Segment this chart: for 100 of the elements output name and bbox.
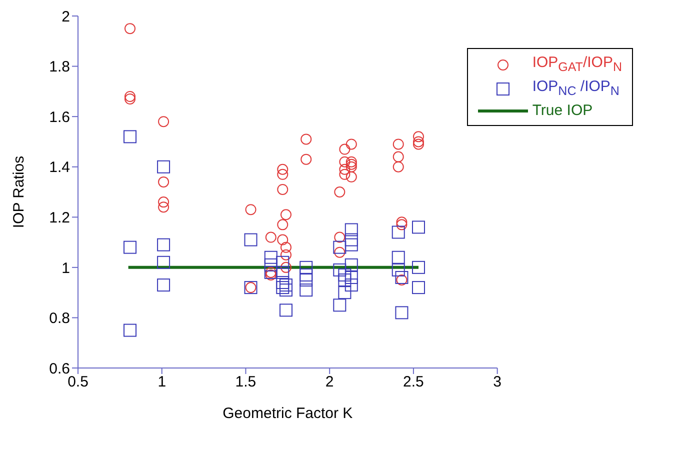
point: [339, 168, 350, 180]
y-tick-label: 1.2: [49, 209, 70, 226]
point: [412, 220, 425, 234]
point: [158, 202, 170, 213]
point: [300, 154, 312, 165]
point: [123, 130, 136, 144]
x-tick-label: 1: [158, 374, 166, 391]
point: [300, 260, 313, 274]
point: [412, 281, 425, 294]
point: [396, 219, 408, 230]
point: [344, 233, 358, 246]
point: [265, 232, 276, 243]
point: [300, 284, 313, 297]
point: [124, 90, 136, 102]
legend-label: IOP$_{GAT}$/IOP$_{N}$: [532, 53, 622, 76]
y-tick-label: 1.6: [49, 108, 70, 126]
x-tick-label: 0.5: [68, 374, 88, 391]
legend-label: True IOP: [532, 101, 593, 121]
y-tick-label: 1: [62, 260, 70, 277]
point: [396, 216, 408, 228]
point: [344, 270, 358, 284]
x-tick-label: 1.5: [235, 374, 256, 391]
point: [277, 234, 288, 246]
point: [392, 250, 405, 264]
legend-label: IOP$_{NC}$ /IOP$_{N}$: [532, 77, 620, 100]
point: [344, 223, 358, 236]
point: [338, 286, 352, 300]
point: [158, 176, 170, 188]
point: [300, 268, 313, 282]
point: [392, 263, 405, 276]
point: [334, 246, 346, 258]
point: [277, 219, 288, 230]
point: [346, 158, 357, 170]
y-tick-label: 2: [62, 8, 70, 26]
point: [157, 278, 170, 292]
point: [276, 266, 290, 279]
point: [276, 276, 290, 290]
point: [264, 250, 278, 264]
y-tick-label: 1.8: [49, 58, 70, 76]
point: [280, 209, 292, 220]
point: [265, 269, 276, 280]
point: [339, 164, 350, 175]
point: [264, 258, 278, 272]
point: [280, 242, 292, 253]
point: [245, 204, 256, 216]
x-axis-title: Geometric Factor K: [222, 405, 353, 422]
point: [412, 136, 424, 148]
point: [276, 281, 290, 294]
point: [124, 93, 136, 104]
point: [333, 298, 346, 312]
point: [277, 164, 288, 175]
point: [276, 256, 290, 269]
x-tick-label: 2: [325, 374, 334, 391]
point: [124, 23, 136, 34]
point: [346, 156, 357, 168]
point: [412, 260, 425, 274]
point: [344, 278, 358, 292]
point: [157, 160, 170, 174]
point: [392, 226, 405, 239]
point: [277, 184, 288, 195]
point: [396, 274, 408, 286]
point: [280, 249, 292, 260]
point: [344, 258, 358, 272]
point: [338, 268, 352, 282]
point: [158, 196, 170, 208]
point: [334, 186, 346, 198]
point: [158, 116, 170, 128]
point: [346, 171, 357, 182]
point: [279, 304, 292, 317]
point: [300, 134, 312, 145]
point: [280, 262, 292, 273]
point: [346, 138, 357, 150]
point: [279, 284, 292, 297]
point: [344, 238, 358, 252]
point: [392, 151, 404, 162]
point: [277, 168, 288, 180]
point: [123, 324, 136, 337]
point: [395, 306, 408, 320]
point: [412, 131, 424, 142]
point: [346, 161, 357, 172]
point: [157, 238, 170, 252]
point: [300, 274, 313, 286]
point: [338, 274, 352, 286]
point: [392, 161, 404, 172]
y-tick-label: 0.6: [49, 360, 70, 378]
x-tick-label: 3: [493, 374, 502, 391]
x-tick-label: 2.5: [403, 374, 424, 391]
point: [279, 278, 292, 292]
point: [123, 240, 136, 254]
y-axis-title: IOP Ratios: [10, 156, 28, 228]
point: [333, 240, 346, 254]
point: [339, 144, 350, 155]
point: [395, 270, 408, 284]
point: [339, 156, 350, 168]
point: [334, 232, 346, 243]
point: [412, 138, 424, 150]
point: [244, 233, 258, 246]
y-tick-label: 1.4: [49, 159, 70, 176]
y-tick-label: 0.8: [49, 310, 70, 328]
point: [157, 256, 170, 269]
